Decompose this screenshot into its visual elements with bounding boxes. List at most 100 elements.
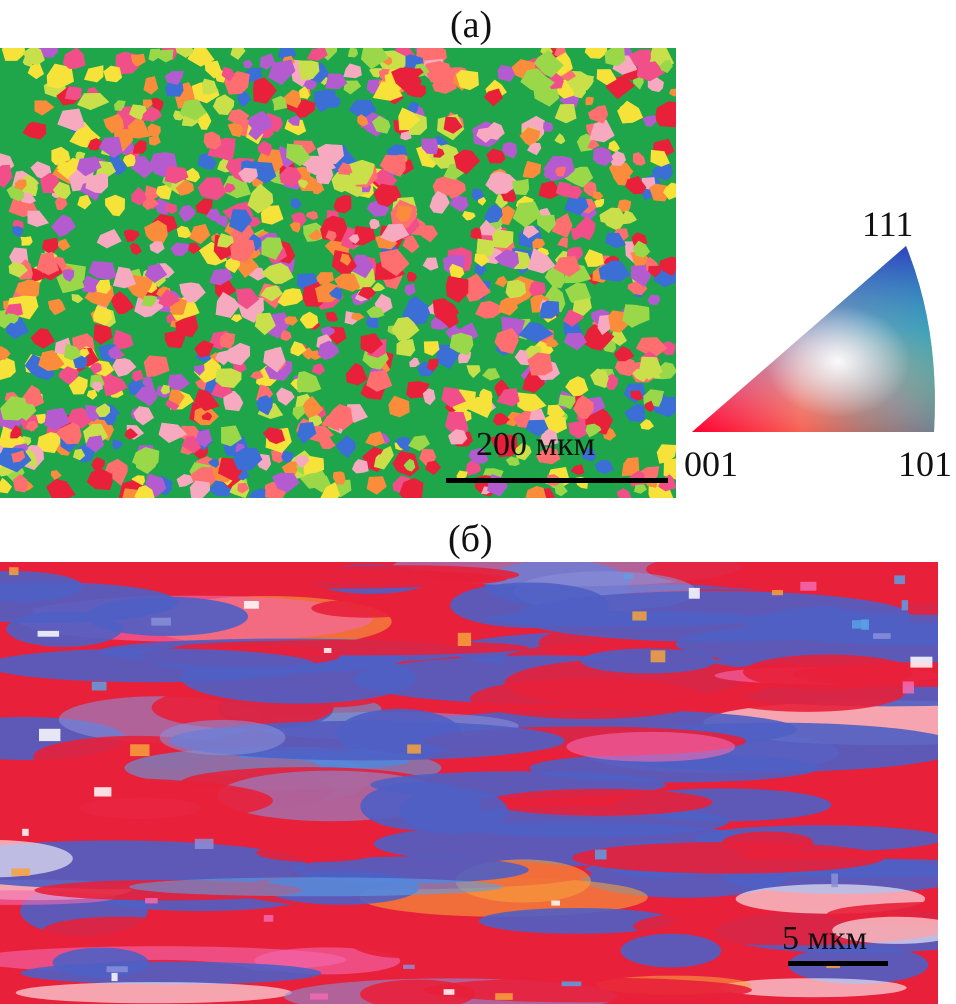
grain: [404, 283, 416, 296]
grain: [329, 286, 343, 300]
grain-band: [346, 919, 456, 958]
grain: [399, 478, 424, 498]
grain: [75, 151, 86, 160]
grain: [406, 272, 417, 282]
grain: [298, 60, 320, 80]
grain: [134, 485, 155, 498]
grain: [189, 224, 211, 244]
grain: [37, 432, 65, 454]
grain: [284, 89, 302, 109]
grain: [568, 420, 588, 439]
grain: [468, 396, 492, 418]
grain: [98, 136, 123, 158]
grain: [639, 356, 663, 381]
grain: [517, 392, 547, 414]
grain: [160, 384, 170, 395]
grain: [263, 427, 286, 445]
grain: [112, 439, 124, 451]
grain-fragment: [403, 964, 415, 969]
grain: [654, 101, 676, 128]
grain-fragment: [91, 681, 107, 691]
grain: [351, 459, 369, 474]
grain: [571, 227, 584, 241]
grain-band: [620, 933, 722, 968]
grain: [292, 405, 305, 420]
grain: [250, 370, 264, 380]
grain: [248, 122, 264, 141]
grain: [432, 74, 458, 94]
grain: [22, 121, 47, 140]
grain-fragment: [310, 993, 328, 1000]
grain-map-a: [0, 48, 676, 498]
grain: [505, 279, 527, 299]
grain: [55, 195, 68, 211]
grain: [373, 168, 398, 187]
grain: [495, 275, 508, 288]
grain: [23, 48, 45, 65]
grain: [194, 340, 214, 358]
grain: [85, 435, 105, 453]
grain-fragment: [894, 575, 905, 585]
grain: [46, 63, 74, 89]
grain: [590, 368, 609, 389]
grain: [295, 455, 310, 468]
grain: [572, 298, 592, 316]
grain: [284, 316, 298, 326]
grain: [186, 242, 201, 255]
grain: [348, 234, 360, 244]
ebsd-map-panel-b: [0, 562, 938, 1004]
grain: [164, 80, 184, 97]
grain: [87, 138, 103, 151]
grain: [587, 139, 600, 150]
grain: [13, 474, 28, 493]
grain-fragment: [831, 873, 838, 888]
grain: [443, 116, 463, 134]
grain: [512, 201, 542, 228]
grain: [565, 376, 589, 397]
grain: [613, 166, 631, 186]
grain-band: [488, 788, 713, 816]
grain-fragment: [94, 787, 112, 797]
grain: [621, 457, 640, 477]
grain: [573, 85, 586, 99]
grain: [605, 232, 626, 249]
grain: [659, 256, 676, 277]
grain: [276, 387, 295, 406]
grain: [215, 368, 242, 388]
grain: [494, 249, 519, 269]
grain-fragment: [106, 966, 128, 973]
grain: [632, 240, 651, 258]
grain: [224, 183, 236, 193]
grain: [57, 238, 71, 251]
grain: [164, 331, 186, 348]
grain: [189, 480, 210, 498]
grain: [348, 48, 358, 58]
grain: [141, 106, 163, 122]
grain: [50, 470, 62, 481]
grain: [197, 177, 227, 201]
grain: [88, 261, 117, 280]
grain: [450, 196, 469, 212]
grain: [257, 140, 272, 157]
grain: [57, 161, 70, 171]
grain: [129, 242, 142, 255]
grain: [237, 90, 251, 107]
ebsd-map-panel-a: [0, 48, 676, 498]
grain: [456, 69, 479, 91]
grain: [175, 48, 194, 58]
grain: [235, 288, 260, 310]
grain: [527, 352, 553, 376]
grain: [127, 118, 151, 139]
grain: [540, 429, 559, 446]
grain: [511, 178, 529, 195]
grain-fragment: [263, 915, 274, 922]
grain: [124, 428, 138, 440]
grain: [425, 460, 441, 475]
grain: [551, 213, 573, 238]
grain: [8, 262, 28, 278]
grain-band: [360, 979, 475, 1004]
grain: [77, 194, 92, 210]
grain: [475, 300, 503, 319]
grain: [289, 222, 301, 233]
grain: [22, 385, 45, 408]
